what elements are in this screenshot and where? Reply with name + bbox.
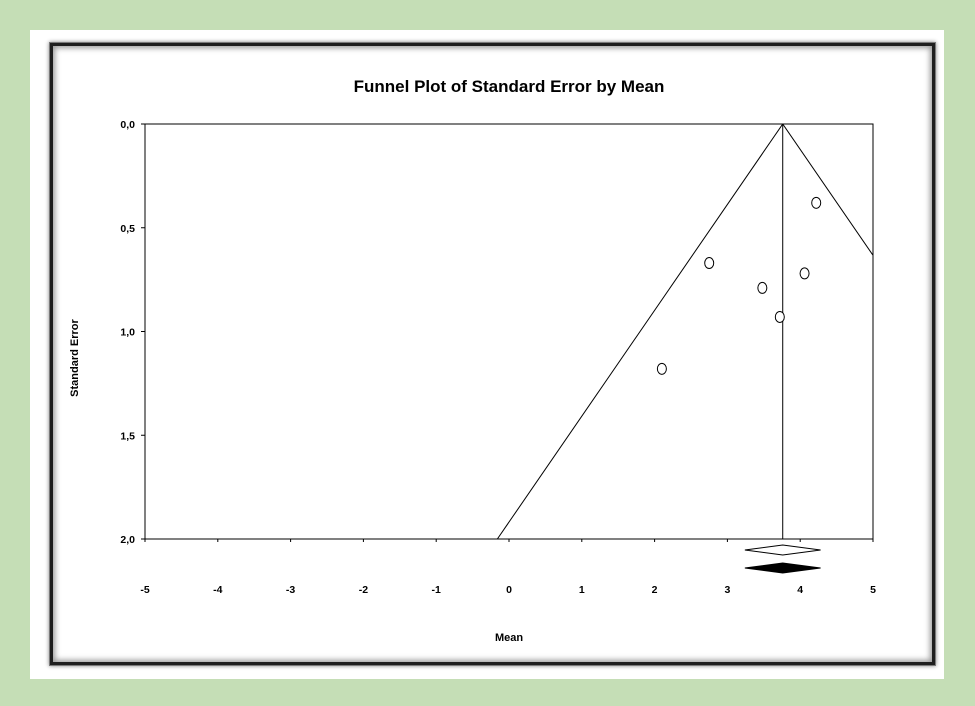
x-tick-label: 3 — [724, 584, 730, 596]
data-point — [656, 362, 667, 375]
x-tick-label: -5 — [140, 584, 149, 596]
x-tick-label: -3 — [286, 584, 295, 596]
data-point — [774, 310, 785, 323]
summary-diamond — [744, 544, 821, 556]
y-tick-label: 1,0 — [120, 327, 135, 339]
data-point — [799, 267, 810, 280]
funnel-left-line — [496, 123, 784, 540]
x-tick-label: 4 — [797, 584, 803, 596]
y-tick-label: 0,5 — [120, 223, 135, 235]
x-tick-label: 1 — [579, 584, 585, 596]
data-point — [704, 257, 715, 270]
x-tick-label: 5 — [870, 584, 876, 596]
x-tick-label: -4 — [213, 584, 222, 596]
funnel-right-line — [782, 123, 874, 256]
y-axis-label: Standard Error — [69, 318, 81, 396]
chart-title: Funnel Plot of Standard Error by Mean — [354, 77, 665, 96]
x-tick-label: -1 — [432, 584, 441, 596]
data-point — [757, 281, 768, 294]
y-tick-label: 0,0 — [120, 119, 135, 131]
y-tick-label: 2,0 — [120, 534, 135, 546]
x-tick-label: 0 — [506, 584, 512, 596]
summary-diamond — [744, 562, 821, 574]
x-tick-label: 2 — [652, 584, 658, 596]
plot-area — [144, 123, 874, 540]
data-point — [811, 196, 822, 209]
chart-panel — [50, 43, 935, 665]
x-tick-label: -2 — [359, 584, 368, 596]
x-axis-label: Mean — [495, 632, 523, 644]
y-tick-label: 1,5 — [120, 430, 135, 442]
